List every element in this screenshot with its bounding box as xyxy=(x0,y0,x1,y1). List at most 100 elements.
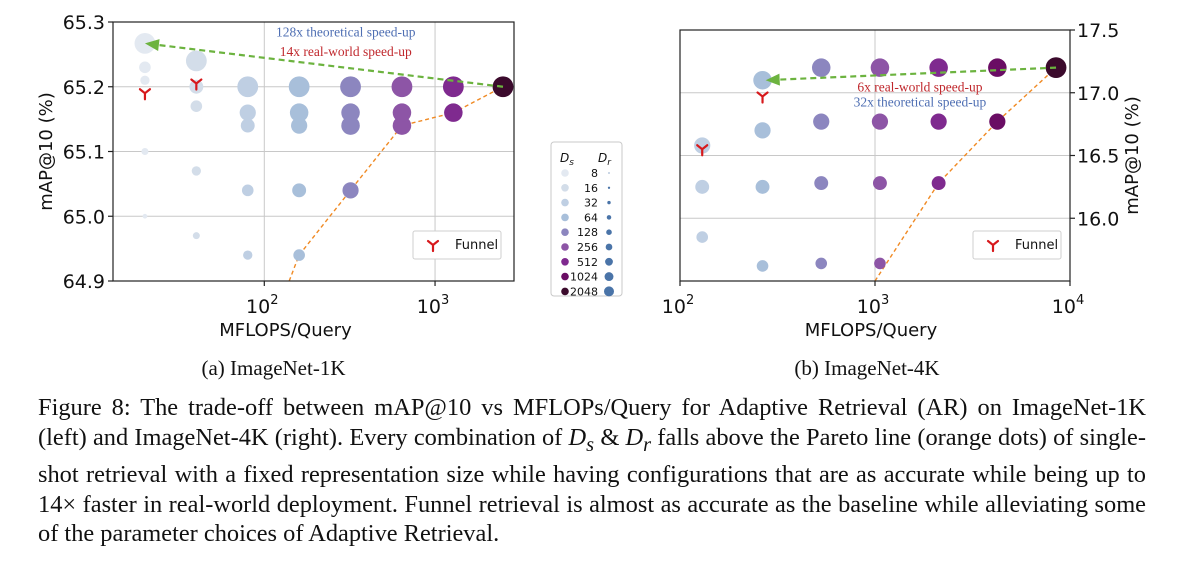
y-tick-label: 65.0 xyxy=(63,206,105,228)
legend-size-label: 128 xyxy=(577,226,598,239)
data-point xyxy=(392,103,412,122)
legend-size-label: 2048 xyxy=(570,285,598,298)
legend-dr-header: Dr xyxy=(598,151,612,168)
legend-size-label: 64 xyxy=(584,211,598,224)
y-tick-label: 64.9 xyxy=(63,271,105,293)
chart-imagenet-1k: 128x theoretical speed-up 14x real-world … xyxy=(36,12,515,380)
annotation-theoretical: 32x theoretical speed-up xyxy=(854,95,987,110)
funnel-marker-icon xyxy=(986,239,1000,253)
funnel-marker-icon xyxy=(426,239,440,253)
x-tick-label: 103 xyxy=(417,293,449,318)
data-point xyxy=(141,148,149,155)
data-point xyxy=(391,76,413,98)
funnel-point xyxy=(696,144,709,157)
data-point xyxy=(929,58,948,77)
annotation-theoretical: 128x theoretical speed-up xyxy=(276,25,416,40)
data-point xyxy=(293,249,305,261)
data-point xyxy=(392,116,412,135)
funnel-marker-icon xyxy=(138,88,152,101)
funnel-legend-box xyxy=(412,230,502,260)
x-tick-label: 102 xyxy=(246,293,278,318)
speedup-arrow-line xyxy=(779,66,1057,81)
funnel-marker-icon xyxy=(696,144,709,157)
funnel-point xyxy=(190,78,203,91)
chart-subtitle: (b) ImageNet-4K xyxy=(794,356,939,380)
data-point xyxy=(754,122,771,139)
chart-subtitle: (a) ImageNet-1K xyxy=(201,356,345,380)
data-point xyxy=(931,176,946,191)
x-axis-label: MFLOPS/Query xyxy=(805,320,938,341)
funnel-legend-marker xyxy=(986,239,1000,253)
pareto-line xyxy=(874,67,1057,282)
legend-dr-swatch xyxy=(606,229,612,235)
data-point xyxy=(185,50,207,72)
legend-ds-swatch xyxy=(561,184,569,192)
y-axis-label: mAP@10 (%) xyxy=(1122,96,1143,214)
data-point xyxy=(813,113,830,130)
y-tick-label: 17.5 xyxy=(1077,20,1119,42)
legend-ds-swatch xyxy=(561,243,569,251)
data-point xyxy=(694,137,711,154)
x-tick-label: 102 xyxy=(662,293,694,318)
data-point xyxy=(341,116,360,135)
data-point xyxy=(142,213,148,219)
data-point xyxy=(291,117,308,134)
data-point xyxy=(243,250,253,260)
legend-dr-swatch xyxy=(604,272,614,282)
legend-ds-header: Ds xyxy=(560,151,574,168)
speedup-arrow-head xyxy=(144,39,160,52)
data-point xyxy=(815,257,828,270)
data-point xyxy=(753,70,772,90)
data-point xyxy=(342,182,359,199)
legend-dr-swatch xyxy=(607,200,611,205)
y-tick-label: 65.3 xyxy=(63,12,105,34)
funnel-point xyxy=(138,88,152,101)
y-tick-label: 65.2 xyxy=(63,77,105,99)
annotation-realworld: 14x real-world speed-up xyxy=(280,44,412,59)
data-point xyxy=(695,179,710,194)
legend-size-label: 16 xyxy=(584,182,598,195)
data-point xyxy=(872,176,887,191)
legend-dr-swatch xyxy=(605,257,613,266)
y-tick-label: 65.1 xyxy=(63,142,105,164)
data-point xyxy=(870,58,890,77)
funnel-marker-icon xyxy=(190,78,203,91)
data-point xyxy=(756,260,769,272)
data-point xyxy=(341,103,360,122)
data-point xyxy=(988,58,1007,77)
funnel-marker-icon xyxy=(756,91,769,104)
y-axis-label: mAP@10 (%) xyxy=(36,92,57,210)
legend-size-label: 32 xyxy=(584,197,598,210)
legend-ds-swatch xyxy=(561,258,569,266)
data-point xyxy=(696,231,709,243)
data-point xyxy=(139,61,151,74)
legend-dr-swatch xyxy=(606,215,612,220)
x-tick-label: 103 xyxy=(857,293,889,318)
legend-dr-swatch xyxy=(605,243,613,251)
figure-caption: Figure 8: The trade-off between mAP@10 v… xyxy=(38,394,1146,548)
legend-ds-swatch xyxy=(561,213,569,222)
data-point xyxy=(140,75,150,85)
speedup-arrow-line xyxy=(158,43,504,88)
annotation-realworld: 6x real-world speed-up xyxy=(857,79,982,94)
funnel-legend-box xyxy=(972,230,1062,260)
data-point xyxy=(930,113,947,130)
data-point xyxy=(191,166,201,176)
x-axis-label: MFLOPS/Query xyxy=(219,320,352,341)
data-point xyxy=(240,118,255,133)
funnel-legend-label: Funnel xyxy=(1015,238,1058,253)
figure: 128x theoretical speed-up 14x real-world … xyxy=(36,12,1143,380)
funnel-legend-label: Funnel xyxy=(455,238,498,253)
data-point xyxy=(755,179,770,194)
x-tick-label: 104 xyxy=(1052,293,1084,318)
legend-dr-swatch xyxy=(604,286,614,297)
data-point xyxy=(871,113,889,130)
legend-ds-swatch xyxy=(561,198,569,207)
y-tick-label: 16.0 xyxy=(1077,208,1119,230)
data-point xyxy=(241,184,254,197)
legend-size-label: 256 xyxy=(577,241,598,254)
legend-size-label: 512 xyxy=(577,256,598,269)
legend-ds-swatch xyxy=(561,169,569,177)
